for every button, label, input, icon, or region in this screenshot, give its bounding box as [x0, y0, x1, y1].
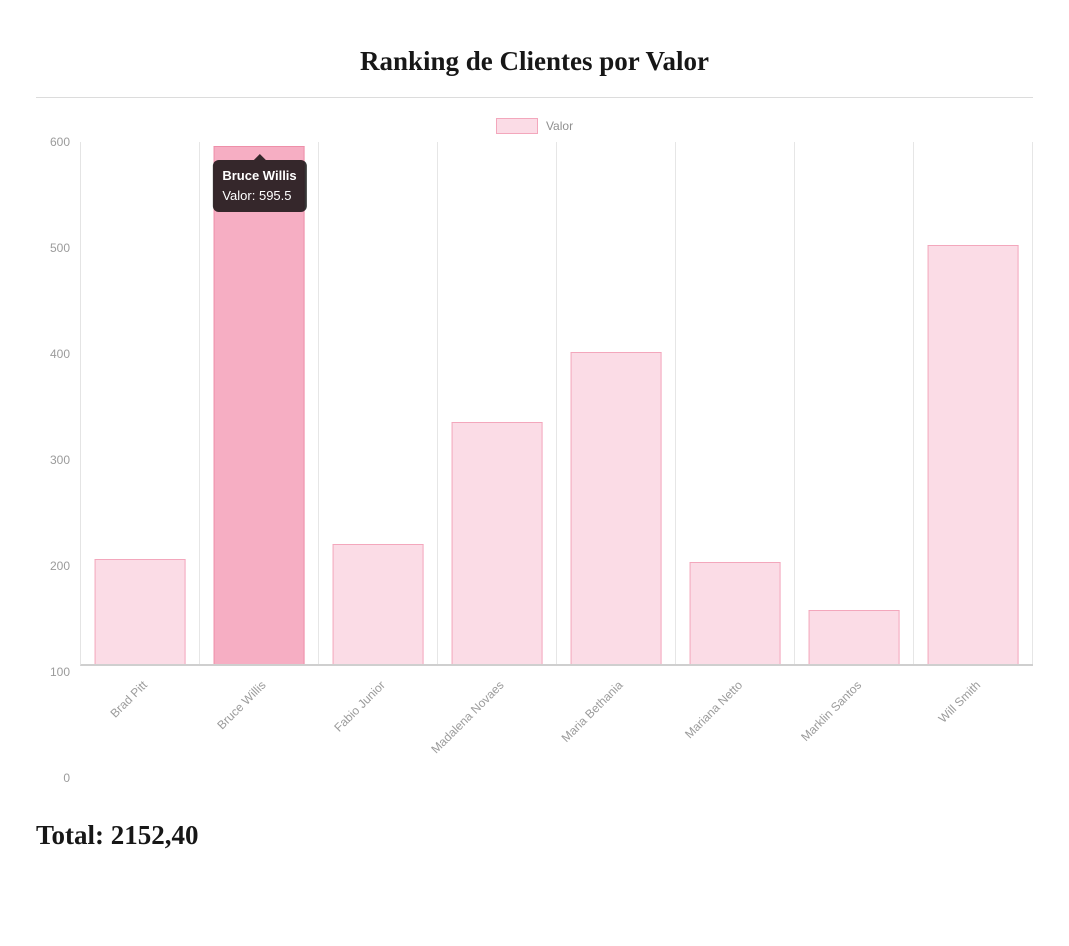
category-cell: [676, 142, 795, 664]
x-axis-label: Fabio Junior: [331, 678, 388, 735]
bar-marklin-santos[interactable]: [808, 609, 900, 664]
x-cell: Madalena Novaes: [429, 666, 556, 778]
x-cell: Brad Pitt: [80, 666, 199, 778]
x-axis-label: Maria Bethania: [558, 678, 626, 745]
bar-fabio-junior[interactable]: [332, 543, 424, 664]
category-cell: [438, 142, 557, 664]
bar-chart: 0 100 200 300 400 500 600 Bruce Willis Valor: …: [36, 136, 1033, 784]
bar-brad-pitt[interactable]: [94, 558, 186, 664]
x-axis-label: Madalena Novaes: [428, 678, 507, 757]
bar-will-smith[interactable]: [927, 245, 1019, 664]
chart-legend[interactable]: Valor: [36, 116, 1033, 136]
x-axis-label: Marklin Santos: [798, 678, 865, 745]
x-cell: Marklin Santos: [795, 666, 914, 778]
category-cell: [200, 142, 319, 664]
x-cell: Maria Bethania: [557, 666, 676, 778]
tooltip-value: Valor: 595.5: [222, 187, 292, 203]
x-cell: Fabio Junior: [318, 666, 437, 778]
y-axis-tick-label: 300: [49, 453, 70, 467]
x-axis-label: Mariana Netto: [681, 678, 746, 742]
tooltip: Bruce Willis Valor: 595.5: [212, 160, 307, 213]
category-cell: [557, 142, 676, 664]
y-axis-tick-label: 0: [63, 771, 70, 785]
legend-swatch-icon: [495, 118, 538, 134]
page-title: Ranking de Clientes por Valor: [359, 46, 710, 76]
y-axis-tick-label: 100: [49, 665, 70, 679]
x-axis-label: Brad Pitt: [107, 678, 150, 721]
bar-bruce-willis[interactable]: [213, 145, 305, 664]
bar-mariana-netto[interactable]: [689, 561, 781, 664]
category-cell: [319, 142, 438, 664]
y-axis-tick-label: 200: [49, 559, 70, 573]
total-label: Total: 2152,40: [36, 820, 199, 850]
tooltip-title: Bruce Willis: [222, 168, 297, 183]
x-cell: Mariana Netto: [676, 666, 795, 778]
legend-label: Valor: [545, 119, 574, 133]
y-axis: 0 100 200 300 400 500 600: [36, 136, 80, 784]
y-axis-tick-label: 400: [49, 347, 70, 361]
x-cell: Will Smith: [914, 666, 1033, 778]
x-axis-label: Will Smith: [935, 678, 984, 726]
divider: [36, 97, 1033, 98]
category-cell: [795, 142, 914, 664]
bar-maria-bethania[interactable]: [570, 352, 662, 664]
x-axis: Brad Pitt Bruce Willis Fabio Junior Madalen…: [80, 666, 1033, 778]
page: Ranking de Clientes por Valor Valor 0 100…: [0, 46, 1069, 851]
category-cell: [81, 142, 200, 664]
x-cell: Bruce Willis: [199, 666, 318, 778]
x-axis-label: Bruce Willis: [214, 678, 269, 733]
y-axis-tick-label: 600: [49, 135, 70, 149]
plot-area: Bruce Willis Valor: 595.5: [80, 142, 1033, 666]
y-axis-tick-label: 500: [49, 241, 70, 255]
category-cell: [914, 142, 1033, 664]
bar-madalena-novaes[interactable]: [451, 422, 543, 664]
